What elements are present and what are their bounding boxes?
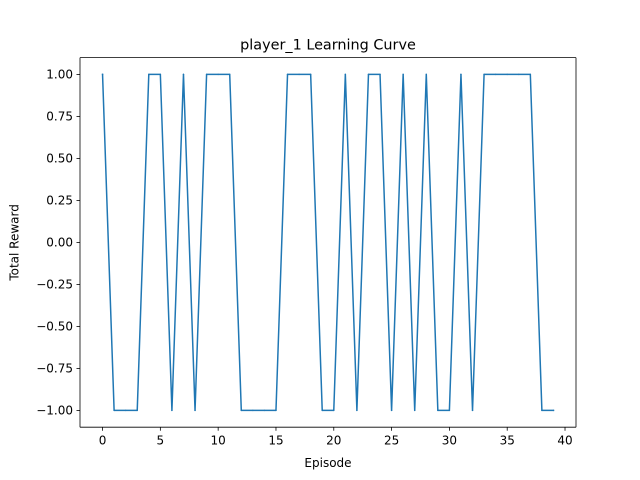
data-point [125, 410, 127, 412]
data-point [437, 410, 439, 412]
data-point [136, 410, 138, 412]
x-tick-label: 40 [557, 434, 572, 448]
y-axis-label: Total Reward [8, 204, 22, 282]
data-point [252, 410, 254, 412]
data-point [113, 410, 115, 412]
x-tick-label: 20 [326, 434, 341, 448]
y-tick-label: 0.00 [46, 236, 73, 250]
data-point [217, 74, 219, 76]
plot-area [80, 58, 576, 428]
data-point [391, 410, 393, 412]
data-point [553, 410, 555, 412]
x-tick-label: 30 [442, 434, 457, 448]
data-point [264, 410, 266, 412]
data-point [194, 410, 196, 412]
y-tick-label: −0.75 [36, 362, 73, 376]
data-point [518, 74, 520, 76]
data-point [206, 74, 208, 76]
data-point [506, 74, 508, 76]
x-tick-label: 10 [211, 434, 226, 448]
data-point [148, 74, 150, 76]
x-tick-label: 25 [384, 434, 399, 448]
data-point [275, 410, 277, 412]
data-point [472, 410, 474, 412]
x-tick-label: 15 [268, 434, 283, 448]
chart-title: player_1 Learning Curve [240, 38, 416, 54]
y-tick-label: 0.25 [46, 194, 73, 208]
data-point [160, 74, 162, 76]
y-tick-label: −0.25 [36, 278, 73, 292]
data-point [426, 74, 428, 76]
data-point [402, 74, 404, 76]
data-point [460, 74, 462, 76]
data-point [530, 74, 532, 76]
data-point [379, 74, 381, 76]
data-point [241, 410, 243, 412]
x-tick-label: 5 [157, 434, 165, 448]
data-point [345, 74, 347, 76]
data-point [287, 74, 289, 76]
data-point [541, 410, 543, 412]
data-point [483, 74, 485, 76]
y-tick-label: 0.50 [46, 152, 73, 166]
y-tick-label: 0.75 [46, 110, 73, 124]
data-point [298, 74, 300, 76]
data-point [449, 410, 451, 412]
data-point [414, 410, 416, 412]
data-point [310, 74, 312, 76]
x-axis-label: Episode [304, 456, 351, 470]
y-tick-label: −1.00 [36, 404, 73, 418]
data-point [321, 410, 323, 412]
data-point [229, 74, 231, 76]
x-tick-label: 0 [99, 434, 107, 448]
data-point [333, 410, 335, 412]
y-tick-label: 1.00 [46, 68, 73, 82]
data-point [356, 410, 358, 412]
data-point [495, 74, 497, 76]
data-point [368, 74, 370, 76]
data-point [102, 74, 104, 76]
y-tick-label: −0.50 [36, 320, 73, 334]
data-point [183, 74, 185, 76]
x-tick-label: 35 [500, 434, 515, 448]
data-point [171, 410, 173, 412]
